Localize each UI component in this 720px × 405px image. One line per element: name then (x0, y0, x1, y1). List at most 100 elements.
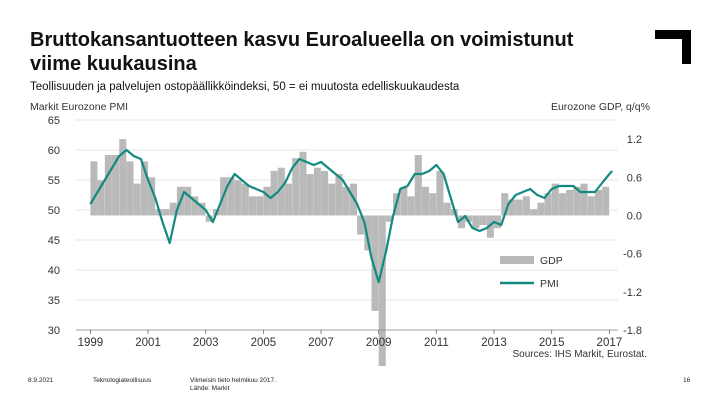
x-tick-label: 2017 (597, 337, 623, 349)
left-tick-label: 65 (48, 115, 60, 127)
left-tick-label: 40 (48, 265, 60, 277)
gdp-bar (414, 155, 422, 216)
gdp-bar (407, 196, 415, 216)
right-tick-label: 1.2 (627, 134, 642, 146)
right-tick-label: 0.0 (627, 210, 642, 222)
right-axis-title: Eurozone GDP, q/q% (551, 101, 650, 113)
gdp-bar (371, 215, 379, 311)
x-tick-label: 2015 (539, 337, 565, 349)
gdp-bar (169, 202, 177, 216)
axes: 65 60 55 50 45 40 35 30 1.2 0.6 0.0 -0.6 -1.2 -1.8 199… (48, 115, 642, 349)
pmi-gdp-chart: 65 60 55 50 45 40 35 30 1.2 0.6 0.0 -0.6 -1.2 -1.8 199… (30, 101, 650, 366)
gdp-bar (227, 177, 235, 216)
gdp-bar (112, 155, 120, 216)
gdp-bar (198, 202, 206, 216)
left-tick-label: 60 (48, 145, 60, 157)
gdp-bar (234, 180, 242, 216)
footer-note-line2: Lähde: Markit (190, 385, 230, 392)
right-tick-label: -0.6 (623, 249, 642, 261)
gdp-bar (465, 215, 473, 222)
left-axis-title: Markit Eurozone PMI (30, 101, 128, 113)
gdp-bar (256, 196, 264, 216)
gdp-bar (421, 186, 430, 216)
legend-gdp-label: GDP (540, 255, 563, 267)
right-tick-label: -1.2 (623, 287, 642, 299)
gdp-bar (321, 170, 329, 216)
x-tick-label: 2003 (193, 337, 219, 349)
pmi-line-layer (89, 148, 614, 284)
slide-title: Bruttokansantuotteen kasvu Euroalueella … (30, 29, 574, 75)
gdp-bar (479, 215, 487, 225)
footer-date: 8.9.2021 (28, 377, 54, 384)
gdp-bar (140, 161, 148, 216)
gdp-bar (580, 183, 588, 216)
gdp-bar (248, 196, 257, 216)
gdp-bar (378, 215, 386, 366)
x-tick-label: 2013 (481, 337, 507, 349)
gdp-bar (263, 186, 271, 216)
gdp-bar (522, 196, 530, 216)
gdp-bar (400, 186, 408, 216)
gdp-bar (328, 183, 336, 216)
gdp-bar (385, 215, 393, 222)
gdp-bar (508, 199, 516, 216)
x-tick-label: 1999 (78, 337, 104, 349)
footer-organisation: Teknologiateollisuus (93, 377, 152, 384)
left-tick-label: 55 (48, 175, 60, 187)
legend-gdp-swatch (500, 256, 534, 264)
left-tick-label: 45 (48, 235, 60, 247)
left-tick-label: 35 (48, 295, 60, 307)
x-tick-label: 2001 (135, 337, 161, 349)
gdp-bar (285, 183, 293, 216)
gdp-bar (205, 215, 213, 222)
gdp-bar (299, 151, 307, 216)
gdp-bar (277, 167, 285, 216)
gdp-bar (191, 196, 199, 216)
gdp-bars (90, 139, 610, 366)
gdp-bar (306, 174, 314, 216)
gdp-bar (486, 215, 494, 238)
gdp-bar (97, 180, 105, 216)
gdp-bar (292, 158, 300, 216)
left-tick-label: 50 (48, 205, 60, 217)
legend: GDP PMI (500, 255, 563, 290)
gdp-bar (90, 161, 98, 216)
gdp-bar (443, 202, 451, 216)
pmi-line (89, 148, 614, 284)
x-tick-label: 2005 (251, 337, 277, 349)
grid-lines (76, 119, 618, 331)
slide-subtitle: Teollisuuden ja palvelujen ostopäällikkö… (30, 81, 460, 93)
gdp-bar (104, 155, 112, 216)
legend-pmi-label: PMI (540, 278, 559, 290)
gdp-bar (537, 202, 545, 216)
gdp-bar (602, 186, 610, 216)
gdp-bar (573, 186, 581, 216)
gdp-bar (436, 170, 444, 216)
gdp-bar (515, 199, 523, 216)
gdp-bar (313, 167, 321, 216)
gdp-bar (472, 215, 480, 229)
gdp-bar (429, 193, 437, 216)
gdp-bar (184, 186, 192, 216)
x-tick-label: 2007 (308, 337, 334, 349)
gdp-bar (342, 186, 350, 216)
gdp-bar (587, 196, 595, 216)
gdp-bar (566, 190, 574, 216)
gdp-bar (457, 215, 466, 229)
gdp-bar (558, 193, 566, 216)
gdp-bar (162, 209, 170, 216)
gdp-bar (594, 190, 602, 216)
gdp-bar (530, 209, 538, 216)
x-tick-label: 2009 (366, 337, 392, 349)
gdp-bar (270, 170, 278, 216)
right-tick-label: 0.6 (627, 172, 642, 184)
gdp-bar (119, 139, 127, 216)
gdp-bar (544, 193, 552, 216)
left-tick-label: 30 (48, 325, 60, 337)
gdp-bar (148, 177, 156, 216)
gdp-bar (501, 193, 509, 216)
gdp-bar (126, 161, 134, 216)
gdp-bar (364, 215, 372, 251)
right-tick-label: -1.8 (623, 325, 642, 337)
footer-page-number: 16 (683, 377, 691, 384)
